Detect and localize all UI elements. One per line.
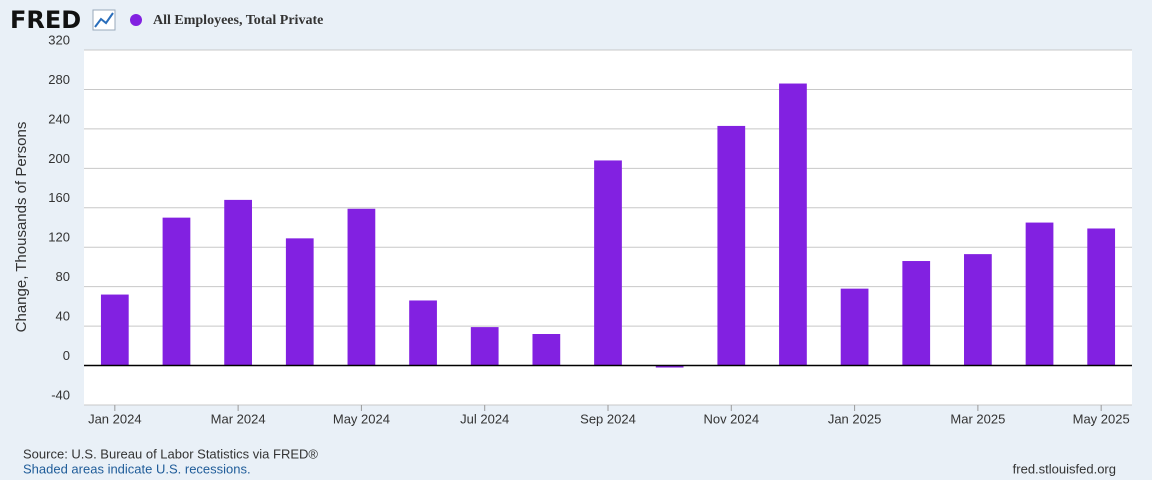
- x-tick-label: Sep 2024: [580, 411, 636, 426]
- note[interactable]: Shaded areas indicate U.S. recessions.: [23, 461, 251, 476]
- bar: [1087, 228, 1116, 366]
- y-tick-label: 200: [48, 151, 70, 166]
- x-tick-label: Mar 2024: [211, 411, 266, 426]
- y-axis-label: Change, Thousands of Persons: [13, 122, 30, 333]
- logo-icon: [92, 9, 116, 31]
- bar: [100, 294, 129, 366]
- url[interactable]: fred.stlouisfed.org: [1013, 461, 1116, 476]
- y-tick-label: 240: [48, 111, 70, 126]
- legend-label[interactable]: All Employees, Total Private: [153, 13, 323, 28]
- x-tick-label: Jul 2024: [460, 411, 509, 426]
- bar: [594, 160, 622, 366]
- bar: [655, 365, 684, 368]
- bar: [902, 261, 931, 366]
- y-tick-label: 0: [63, 348, 70, 363]
- bar: [532, 334, 561, 366]
- x-tick-label: May 2025: [1073, 411, 1130, 426]
- x-tick-label: Jan 2024: [88, 411, 142, 426]
- legend-marker[interactable]: [130, 14, 142, 26]
- bar: [470, 327, 499, 366]
- bar: [285, 238, 314, 366]
- bar: [964, 254, 992, 366]
- y-tick-label: 160: [48, 190, 70, 205]
- y-tick-label: 320: [48, 32, 70, 47]
- x-tick-label: May 2024: [333, 411, 390, 426]
- x-tick-label: Mar 2025: [950, 411, 1005, 426]
- x-tick-label: Nov 2024: [703, 411, 759, 426]
- bar: [409, 300, 437, 366]
- bar: [1025, 222, 1054, 366]
- bar: [162, 217, 191, 366]
- x-tick-label: Jan 2025: [828, 411, 882, 426]
- bar: [224, 199, 252, 366]
- bar: [779, 83, 807, 366]
- bar: [840, 288, 869, 366]
- y-tick-label: 120: [48, 230, 70, 245]
- y-tick-label: 40: [56, 309, 70, 324]
- y-tick-label: -40: [51, 387, 70, 402]
- bar: [347, 208, 376, 366]
- y-tick-label: 80: [56, 269, 70, 284]
- logo[interactable]: FRED: [10, 6, 81, 34]
- bar: [717, 125, 746, 366]
- y-tick-label: 280: [48, 72, 70, 87]
- source: Source: U.S. Bureau of Labor Statistics …: [23, 446, 318, 461]
